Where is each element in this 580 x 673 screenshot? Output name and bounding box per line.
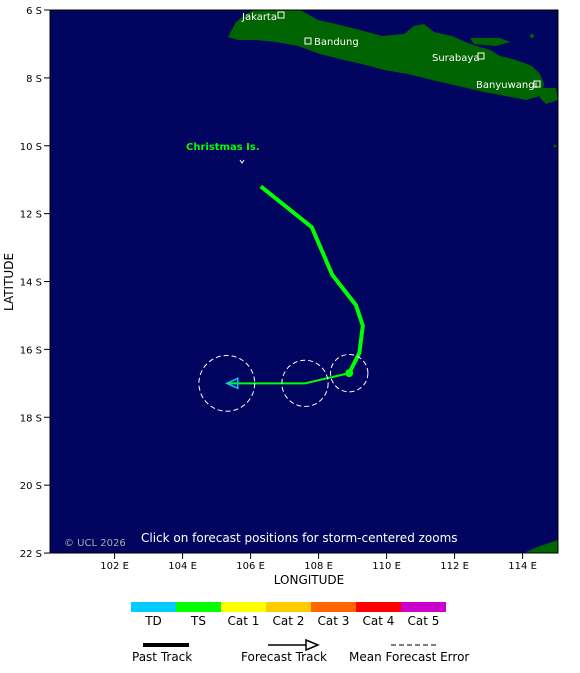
small-island xyxy=(530,34,534,38)
city-marker-bandung xyxy=(304,37,312,45)
past-track-label: Past Track xyxy=(132,650,193,664)
lat-tick-label: 10 S xyxy=(20,142,42,153)
forecast-arrow-head[interactable] xyxy=(224,377,239,390)
lat-tick-label: 8 S xyxy=(26,74,42,85)
forecast-error-circle[interactable] xyxy=(198,354,256,412)
x-axis-label: LONGITUDE xyxy=(274,573,344,587)
forecast-track-key-arrow xyxy=(305,638,320,652)
legend-color-cat-5 xyxy=(401,602,446,612)
lon-tick-label: 104 E xyxy=(168,561,197,572)
label-surabaya: Surabaya xyxy=(432,53,479,64)
madura-island xyxy=(470,38,510,46)
city-marker-banyuwangi xyxy=(533,80,541,88)
lat-tick-label: 6 S xyxy=(26,6,42,17)
lon-tick-label: 102 E xyxy=(100,561,129,572)
christmas-island-mark xyxy=(239,159,245,164)
track-layer[interactable] xyxy=(198,184,369,412)
lat-tick-label: 18 S xyxy=(20,413,42,424)
lon-tick-label: 114 E xyxy=(508,561,537,572)
lat-tick-label: 20 S xyxy=(20,481,42,492)
lat-tick-label: 14 S xyxy=(20,278,42,289)
legend-color-cat-1 xyxy=(221,602,266,612)
lon-tick-label: 106 E xyxy=(236,561,265,572)
java-island xyxy=(228,10,544,100)
forecast-track-label: Forecast Track xyxy=(241,650,327,664)
current-position-marker[interactable] xyxy=(345,369,354,378)
legend-label: Cat 2 xyxy=(272,614,305,628)
legend-label: Cat 1 xyxy=(227,614,260,628)
click-hint: Click on forecast positions for storm-ce… xyxy=(141,531,458,545)
forecast-error-circle[interactable] xyxy=(281,359,329,407)
legend-color-cat-4 xyxy=(356,602,401,612)
bali-island xyxy=(540,88,558,104)
lon-tick-label: 112 E xyxy=(440,561,469,572)
legend-color-cat-2 xyxy=(266,602,311,612)
label-christmas-island: Christmas Is. xyxy=(186,142,260,153)
mean-error-label: Mean Forecast Error xyxy=(349,650,470,664)
corner-island xyxy=(524,540,558,553)
y-axis-label: LATITUDE xyxy=(2,253,16,311)
label-jakarta: Jakarta xyxy=(241,12,277,23)
forecast-error-circle[interactable] xyxy=(330,353,369,393)
plot-frame xyxy=(49,9,559,554)
legend-color-td xyxy=(131,602,176,612)
lon-tick-label: 110 E xyxy=(372,561,401,572)
legend-label: TD xyxy=(145,614,162,628)
past-track-line xyxy=(259,184,365,375)
forecast-track-line xyxy=(226,372,350,385)
lat-tick-label: 22 S xyxy=(20,549,42,560)
lat-tick-label: 12 S xyxy=(20,210,42,221)
axis-ticks: 6 S 8 S 10 S 12 S 14 S 16 S 18 S 20 S 22 S 102 E 1… xyxy=(20,6,537,572)
legend-label: Cat 4 xyxy=(362,614,395,628)
small-island xyxy=(553,144,557,148)
label-bandung: Bandung xyxy=(314,37,359,48)
ocean-area xyxy=(50,10,558,553)
legend-color-ts xyxy=(176,602,221,612)
lon-tick-label: 108 E xyxy=(304,561,333,572)
legend-label: Cat 5 xyxy=(407,614,440,628)
copyright: © UCL 2026 xyxy=(64,538,126,549)
legend-label: Cat 3 xyxy=(317,614,350,628)
legend-label: TS xyxy=(191,614,206,628)
legend-color-cat-3 xyxy=(311,602,356,612)
lat-tick-label: 16 S xyxy=(20,345,42,356)
city-marker-jakarta xyxy=(277,11,285,19)
label-banyuwangi: Banyuwangi xyxy=(476,80,537,91)
city-marker-surabaya xyxy=(477,52,485,60)
